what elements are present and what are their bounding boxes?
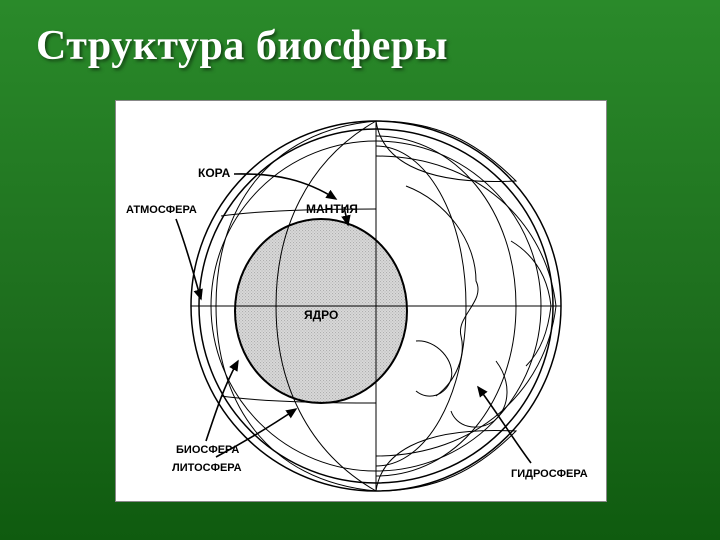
- label-yadro: ЯДРО: [304, 308, 338, 322]
- label-kora: КОРА: [198, 166, 231, 180]
- biosfera-arrow: [206, 361, 238, 441]
- globe-line-13: [416, 341, 452, 396]
- label-mantiya: МАНТИЯ: [306, 202, 358, 216]
- label-gidrosfera: ГИДРОСФЕРА: [511, 468, 588, 480]
- page-title: Структура биосферы: [36, 22, 448, 70]
- label-litosfera: ЛИТОСФЕРА: [172, 462, 242, 474]
- globe-line-11: [406, 186, 478, 396]
- label-biosfera: БИОСФЕРА: [176, 444, 239, 456]
- globe-line-12: [511, 241, 551, 366]
- label-atmosfera: АТМОСФЕРА: [126, 204, 197, 216]
- kora-arrow: [234, 174, 336, 199]
- earth-cutaway-svg: КОРА АТМОСФЕРА МАНТИЯ ЯДРО БИОСФЕРА ЛИТОСФЕРА…: [116, 101, 606, 501]
- diagram-container: КОРА АТМОСФЕРА МАНТИЯ ЯДРО БИОСФЕРА ЛИТОСФЕРА…: [115, 100, 607, 502]
